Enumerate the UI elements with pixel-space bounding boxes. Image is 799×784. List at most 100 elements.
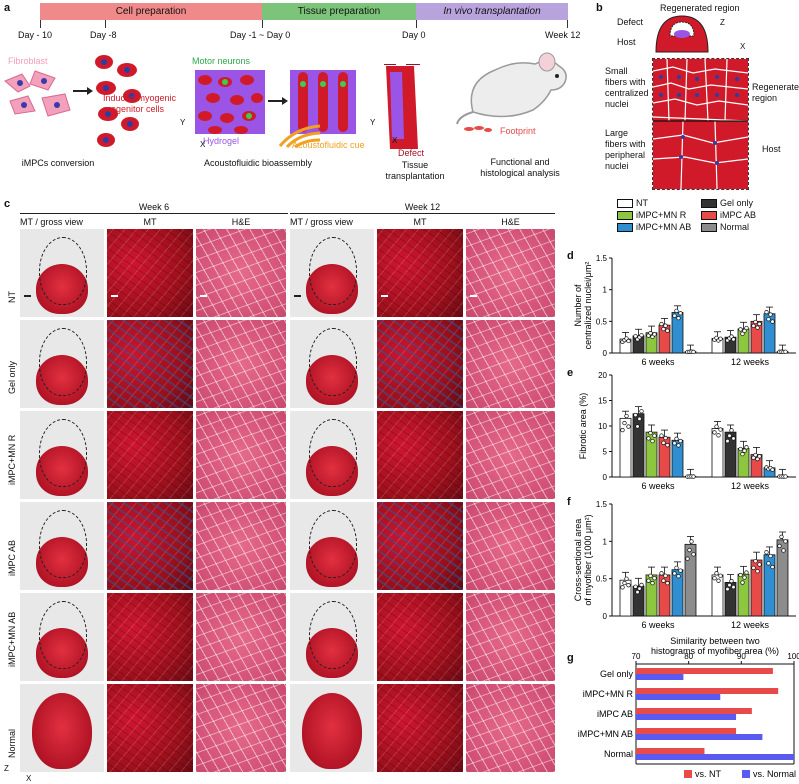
category-label: iMPC+MN R bbox=[583, 689, 634, 699]
data-point bbox=[678, 311, 683, 316]
y-tick-label: 0.5 bbox=[596, 575, 608, 584]
data-point bbox=[691, 552, 696, 557]
defect-label: Defect bbox=[398, 148, 425, 158]
data-point bbox=[661, 440, 666, 445]
data-point bbox=[783, 539, 788, 544]
y-tick-label: 0 bbox=[603, 612, 608, 621]
panel-c-label: c bbox=[4, 198, 11, 210]
data-point bbox=[637, 416, 642, 421]
y-tick-label: 5 bbox=[603, 448, 608, 457]
x-tick-label: 100 bbox=[787, 652, 799, 661]
y-tick-label: 0 bbox=[603, 473, 608, 482]
gross-view-image bbox=[290, 593, 374, 681]
gross-view-image bbox=[290, 229, 374, 317]
y-axis-label: Cross-sectional areaof myofiber (1000 μm… bbox=[573, 514, 593, 605]
data-point bbox=[731, 436, 736, 441]
data-point bbox=[633, 584, 638, 589]
legend-item-impc-mn-ab: iMPC+MN AB bbox=[617, 222, 701, 233]
legend-item-gel: Gel only bbox=[701, 198, 797, 209]
bar bbox=[632, 413, 645, 478]
data-point bbox=[753, 319, 758, 325]
mt-stain-image bbox=[377, 411, 463, 499]
data-point bbox=[740, 580, 745, 585]
col-header: MT bbox=[143, 217, 157, 227]
data-point bbox=[622, 580, 627, 586]
data-point bbox=[663, 323, 668, 328]
data-point bbox=[768, 553, 773, 559]
row-label: Normal bbox=[7, 728, 17, 758]
day-label: Day - 10 bbox=[18, 30, 53, 40]
mt-stain-image bbox=[377, 229, 463, 317]
col-header: MT bbox=[413, 217, 427, 227]
axis-x-label: X bbox=[392, 136, 398, 145]
data-point bbox=[674, 436, 679, 441]
bar bbox=[636, 734, 763, 740]
acousto-cue-label: Acoustofluidic cue bbox=[292, 140, 365, 150]
data-point bbox=[672, 441, 677, 446]
bar-legend: NT Gel only iMPC+MN R iMPC AB iMPC+MN AB… bbox=[617, 198, 797, 233]
x-category-label: 12 weeks bbox=[731, 620, 770, 630]
mt-stain-image bbox=[377, 684, 463, 772]
row-label: iMPC AB bbox=[7, 539, 17, 576]
panel-a-label: a bbox=[4, 2, 11, 14]
legend-item-impc-ab: iMPC AB bbox=[701, 210, 797, 221]
data-point bbox=[624, 576, 629, 581]
data-point bbox=[757, 454, 762, 459]
data-point bbox=[676, 443, 681, 448]
mt-stain-image bbox=[107, 411, 193, 499]
y-axis-label: Fibrotic area (%) bbox=[578, 393, 588, 460]
he-stain-image bbox=[196, 684, 286, 772]
data-point bbox=[770, 564, 775, 570]
data-point bbox=[674, 565, 679, 571]
host-region-label: Host bbox=[762, 144, 781, 154]
he-stain-image bbox=[466, 593, 555, 681]
data-point bbox=[633, 412, 638, 418]
he-stain-image bbox=[196, 411, 286, 499]
data-point bbox=[659, 321, 664, 327]
day-label: Day 0 bbox=[402, 30, 426, 40]
bar bbox=[636, 668, 773, 674]
data-point bbox=[725, 438, 730, 444]
data-point bbox=[766, 317, 771, 322]
bar bbox=[636, 708, 752, 714]
data-point bbox=[678, 438, 683, 444]
data-point bbox=[770, 319, 775, 324]
gross-view-image bbox=[20, 593, 104, 681]
data-point bbox=[751, 565, 756, 570]
data-point bbox=[764, 550, 769, 555]
legend-label: vs. NT bbox=[695, 769, 722, 779]
week6-header: Week 6 bbox=[138, 202, 170, 212]
row-label: iMPC+MN R bbox=[7, 434, 17, 485]
he-stain-image bbox=[196, 320, 286, 408]
defect-label-b: Defect bbox=[617, 17, 644, 27]
host-label-b: Host bbox=[617, 37, 636, 47]
fibroblast-label: Fibroblast bbox=[8, 56, 48, 66]
data-point bbox=[691, 349, 696, 355]
data-point bbox=[689, 539, 694, 544]
data-point bbox=[755, 569, 760, 574]
data-point bbox=[744, 570, 749, 575]
mt-stain-image bbox=[107, 593, 193, 681]
mt-stain-image bbox=[107, 502, 193, 590]
footprint-icon bbox=[464, 126, 492, 132]
data-point bbox=[672, 313, 677, 318]
x-category-label: 6 weeks bbox=[641, 481, 675, 491]
he-stain-image bbox=[196, 502, 286, 590]
x-category-label: 6 weeks bbox=[641, 620, 675, 630]
tissue-transplant-illustration bbox=[384, 64, 420, 149]
chart-title: Similarity between two histograms of myof… bbox=[651, 636, 779, 656]
row-label: Gel only bbox=[7, 360, 17, 394]
mt-stain-image bbox=[377, 320, 463, 408]
data-point bbox=[742, 448, 747, 453]
panel-b-label: b bbox=[596, 2, 603, 14]
y-tick-label: 1 bbox=[603, 286, 608, 295]
data-point bbox=[757, 562, 762, 567]
bar bbox=[636, 694, 721, 700]
caption-impcs: iMPCs conversion bbox=[21, 158, 95, 168]
data-point bbox=[712, 576, 717, 581]
data-point bbox=[635, 589, 640, 595]
data-point bbox=[712, 430, 717, 435]
axis-x-label: X bbox=[26, 774, 32, 783]
